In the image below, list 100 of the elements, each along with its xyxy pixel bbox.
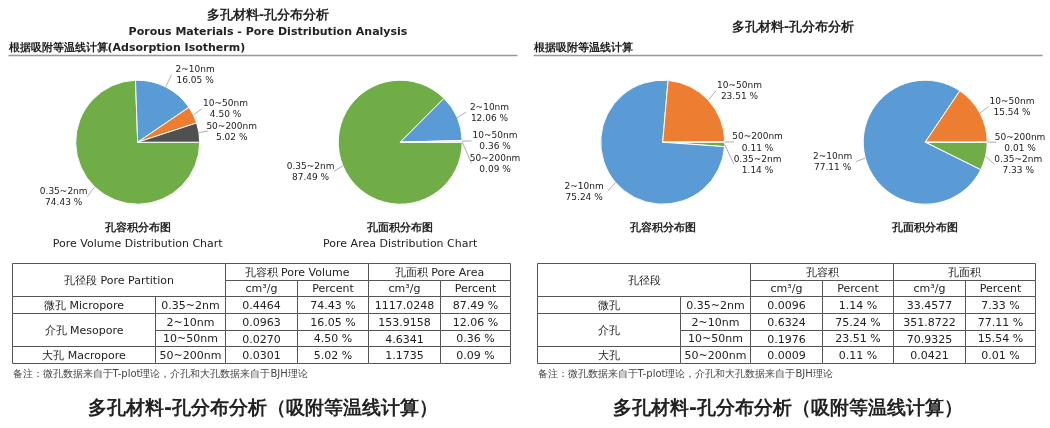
data-label: 0.09 %	[479, 163, 512, 174]
data-label: 0.11 %	[741, 142, 774, 153]
data-label: 75.24 %	[565, 191, 604, 202]
text: 75.24 %	[835, 315, 881, 329]
text: 4.6341	[385, 332, 424, 346]
data-label: 0.01 %	[1004, 142, 1037, 153]
text: 微孔 Micropore	[44, 298, 125, 312]
text: 多孔材料-孔分布分析	[731, 19, 855, 34]
data-label: 5.02 %	[215, 131, 248, 142]
text: 0.11 %	[838, 348, 878, 362]
text: 70.9325	[906, 332, 953, 346]
text: 0.0421	[910, 349, 949, 362]
text: 0.0009	[767, 349, 806, 362]
text: 孔容积	[805, 265, 839, 279]
data-label: 0.36 %	[479, 141, 512, 152]
text: 孔面积分布图	[366, 221, 434, 235]
slice-label: 2~10nm	[813, 150, 853, 161]
slice-label: 0.35~2nm	[994, 153, 1043, 164]
text: 孔容积分布图	[103, 221, 171, 235]
data-label: 74.43 %	[45, 197, 83, 208]
text: 孔径段	[627, 273, 661, 287]
slice-label: 2~10nm	[564, 180, 604, 191]
data-label: 12.06 %	[470, 112, 509, 123]
text: 1.1735	[385, 349, 424, 362]
text: 大孔 Macropore	[42, 348, 127, 362]
text: 74.43 %	[310, 298, 356, 312]
text: Percent	[454, 282, 497, 295]
text: 10~50nm	[163, 332, 218, 345]
text: 孔径段 Pore Partition	[64, 273, 174, 287]
data-label: 16.05 %	[176, 75, 215, 86]
text: 孔面积分布图	[891, 221, 959, 235]
text: cm³/g	[245, 282, 278, 295]
text: 根据吸附等温线计算(Adsorption Isotherm)	[7, 41, 246, 54]
slice-label: 10~50nm	[717, 80, 762, 91]
text: 153.9158	[378, 316, 431, 329]
slice-label: 10~50nm	[203, 98, 249, 109]
data-label: 4.50 %	[209, 109, 242, 120]
text: Percent	[312, 282, 355, 295]
text: 备注：微孔数据来自于T-plot理论，介孔和大孔数据来自于BJH理论	[12, 368, 308, 379]
data-label: 7.33 %	[1002, 165, 1035, 176]
text: 孔面积 Pore Area	[394, 265, 485, 279]
text: 介孔	[598, 323, 620, 337]
text: 多孔材料-孔分布分析（吸附等温线计算）	[88, 396, 438, 418]
text: 0.0963	[242, 316, 281, 329]
text: 孔面积	[948, 265, 981, 279]
slice-label: 10~50nm	[472, 130, 518, 141]
text: 50~200nm	[684, 348, 747, 362]
text: 1.14 %	[838, 298, 878, 312]
text: 备注：微孔数据来自于T-plot理论，介孔和大孔数据来自于BJH理论	[537, 368, 833, 379]
text: 0.35~2nm	[686, 298, 745, 312]
text: 23.51 %	[835, 332, 881, 345]
text: 介孔 Mesopore	[44, 323, 124, 337]
text: 0.01 %	[981, 348, 1020, 362]
data-label: 15.54 %	[993, 107, 1032, 118]
slice-label: 10~50nm	[989, 96, 1035, 107]
text: 多孔材料-孔分布分析	[206, 7, 330, 22]
text: 33.4577	[906, 299, 953, 312]
text: 孔容积分布图	[628, 221, 696, 235]
text: cm³/g	[388, 282, 421, 295]
text: 2~10nm	[691, 315, 740, 329]
slice-label: 2~10nm	[175, 64, 215, 75]
text: 16.05 %	[310, 315, 356, 329]
text: 大孔	[598, 348, 620, 362]
text: cm³/g	[770, 282, 803, 295]
text: Pore Area Distribution Chart	[323, 237, 478, 251]
text: 5.02 %	[313, 348, 353, 362]
text: 多孔材料-孔分布分析（吸附等温线计算）	[613, 396, 963, 418]
text: 0.1976	[767, 332, 806, 346]
text: 1117.0248	[374, 299, 435, 312]
text: 0.36 %	[456, 332, 495, 345]
text: 12.06 %	[452, 315, 499, 329]
text: 4.50 %	[313, 332, 353, 345]
text: cm³/g	[913, 282, 946, 295]
slice-label: 50~200nm	[206, 120, 258, 131]
text: 0.09 %	[456, 348, 495, 362]
slice-label: 0.35~2nm	[39, 186, 88, 197]
slice-label: 50~200nm	[732, 131, 783, 142]
text: Percent	[837, 282, 880, 295]
text: 0.4464	[242, 299, 281, 312]
text: 10~50nm	[688, 332, 743, 345]
text: Pore Volume Distribution Chart	[52, 237, 224, 251]
data-label: 1.14 %	[741, 164, 774, 175]
text: 0.35~2nm	[161, 298, 220, 312]
slice-label: 0.35~2nm	[286, 160, 335, 171]
text: Percent	[979, 282, 1022, 295]
slice-label: 50~200nm	[994, 131, 1046, 142]
text: 351.8722	[903, 316, 956, 329]
text: 15.54 %	[977, 332, 1024, 345]
data-label: 87.49 %	[291, 171, 330, 182]
slice-label: 2~10nm	[469, 101, 510, 112]
text: 0.6324	[767, 316, 806, 329]
data-label: 23.51 %	[720, 91, 759, 102]
text: 0.0270	[242, 332, 281, 346]
text: 微孔	[598, 298, 620, 312]
text: 87.49 %	[452, 298, 499, 312]
text: 50~200nm	[159, 348, 222, 362]
text: 2~10nm	[166, 315, 215, 329]
text: 根据吸附等温线计算	[532, 41, 633, 54]
slice-label: 0.35~2nm	[733, 153, 782, 164]
text: 7.33 %	[981, 298, 1020, 312]
